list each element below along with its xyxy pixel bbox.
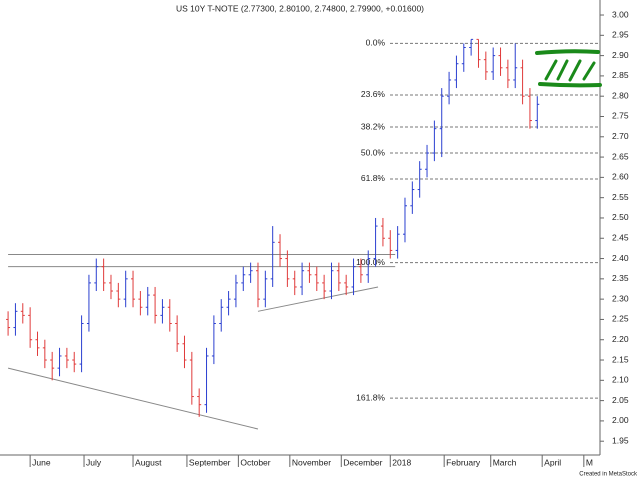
credit: Created in MetaStock xyxy=(579,472,638,478)
y-tick-label: 2.60 xyxy=(612,172,629,182)
x-tick-label: November xyxy=(292,457,331,467)
x-tick-label: March xyxy=(493,457,517,467)
fib-label: 38.2% xyxy=(361,121,386,131)
x-tick-label: December xyxy=(343,457,382,467)
y-tick-label: 2.05 xyxy=(612,395,629,405)
y-tick-label: 3.00 xyxy=(612,9,629,19)
y-tick-label: 2.20 xyxy=(612,334,629,344)
y-tick-label: 1.95 xyxy=(612,435,629,445)
y-tick-label: 2.00 xyxy=(612,415,629,425)
y-tick-label: 2.50 xyxy=(612,212,629,222)
annotation-bracket xyxy=(535,49,602,88)
x-tick-label: June xyxy=(32,457,51,467)
fib-label: 23.6% xyxy=(361,89,386,99)
x-tick-label: August xyxy=(135,457,162,467)
y-tick-label: 2.55 xyxy=(612,192,629,202)
y-tick-label: 2.95 xyxy=(612,30,629,40)
y-tick-label: 2.75 xyxy=(612,111,629,121)
fib-label: 61.8% xyxy=(361,173,386,183)
y-tick-label: 2.15 xyxy=(612,354,629,364)
x-tick-label: September xyxy=(189,457,231,467)
y-tick-label: 2.65 xyxy=(612,151,629,161)
y-tick-label: 2.80 xyxy=(612,90,629,100)
fib-label: 161.8% xyxy=(356,392,385,402)
y-tick-label: 2.45 xyxy=(612,233,629,243)
y-tick-label: 2.30 xyxy=(612,293,629,303)
annotation-slashes xyxy=(544,59,596,82)
x-tick-label: M xyxy=(586,457,593,467)
y-tick-label: 2.85 xyxy=(612,70,629,80)
y-tick-label: 2.10 xyxy=(612,375,629,385)
trendline xyxy=(7,367,259,430)
x-tick-label: 2018 xyxy=(392,457,411,467)
y-tick-label: 2.70 xyxy=(612,131,629,141)
fib-label: 0.0% xyxy=(366,38,386,48)
y-tick-label: 2.90 xyxy=(612,50,629,60)
annotation-box xyxy=(535,49,602,88)
fib-label: 100.0% xyxy=(356,257,385,267)
chart-title: US 10Y T-NOTE (2.77300, 2.80100, 2.74800… xyxy=(176,3,424,13)
y-tick-label: 2.40 xyxy=(612,253,629,263)
y-tick-label: 2.35 xyxy=(612,273,629,283)
fib-label: 50.0% xyxy=(361,147,386,157)
x-tick-label: July xyxy=(86,457,102,467)
x-tick-label: February xyxy=(446,457,481,467)
trendline xyxy=(257,286,379,312)
x-tick-label: April xyxy=(544,457,561,467)
y-tick-label: 2.25 xyxy=(612,314,629,324)
x-tick-label: October xyxy=(240,457,270,467)
